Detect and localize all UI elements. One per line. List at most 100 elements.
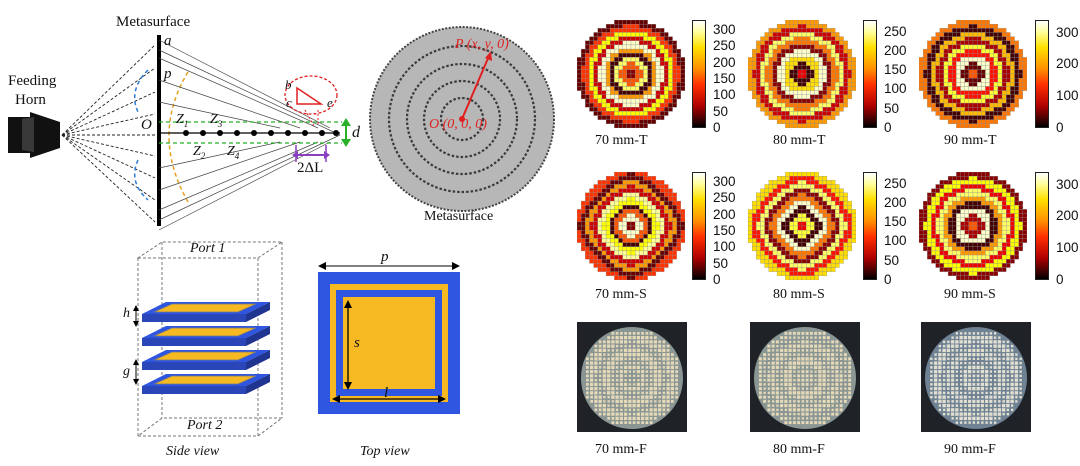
heatmap-cell <box>618 221 623 227</box>
heatmap-cell <box>672 48 677 54</box>
photo-cell <box>805 387 809 390</box>
photo-cell <box>780 374 783 378</box>
heatmap-cell <box>1014 98 1019 104</box>
caption-90mm-t: 90 mm-T <box>944 133 997 148</box>
heatmap-cell <box>943 40 949 46</box>
heatmap-cell <box>989 28 994 33</box>
photo-cell <box>801 391 805 395</box>
heatmap-cell <box>960 225 965 231</box>
heatmap-cell <box>801 200 807 206</box>
heatmap-cell <box>1001 250 1007 256</box>
heatmap-cell <box>626 221 632 227</box>
photo-cell <box>628 416 632 420</box>
heatmap-cell <box>622 217 627 222</box>
photo-cell <box>963 382 968 387</box>
heatmap-cell <box>806 61 811 66</box>
heatmap-cell <box>614 238 619 243</box>
heatmap-cell <box>1010 196 1015 202</box>
heatmap-cell <box>989 205 994 210</box>
photo-cell <box>771 349 775 352</box>
heatmap-cell <box>614 188 619 193</box>
heatmap-cell <box>651 32 657 37</box>
photo-cell <box>801 357 805 361</box>
heatmap-cell <box>781 184 786 189</box>
heatmap-cell <box>668 254 673 260</box>
photo-cell <box>666 349 670 352</box>
photo-cell <box>637 332 640 335</box>
photo-cell <box>797 378 801 382</box>
heatmap-cell <box>968 180 974 185</box>
z1-label: Z1 <box>176 112 189 129</box>
heatmap-cell <box>810 254 815 260</box>
heatmap-cell <box>789 36 794 41</box>
photo-cell <box>984 340 989 344</box>
heatmap-cell <box>793 234 798 239</box>
photo-cell <box>831 387 835 391</box>
heatmap-cell <box>597 57 603 62</box>
heatmap-cell <box>639 225 644 231</box>
heatmap-cell <box>968 19 974 25</box>
photo-cell <box>788 421 792 425</box>
photo-cell <box>780 408 783 412</box>
heatmap-cell <box>968 246 974 252</box>
photo-cell <box>980 335 985 340</box>
heatmap-cell <box>781 213 786 218</box>
heatmap-cell <box>647 221 652 227</box>
heatmap-cell <box>993 188 999 193</box>
photo-cell <box>671 400 674 403</box>
photo-cell <box>658 400 661 403</box>
z4-label: Z4 <box>227 144 240 161</box>
photo-cell <box>930 374 933 378</box>
heatmap-cell <box>826 263 832 268</box>
photo-cell <box>607 400 610 403</box>
photo-cell <box>1019 374 1022 378</box>
heatmap-cell <box>952 44 957 50</box>
heatmap-cell <box>981 180 986 185</box>
photo-cell <box>598 361 602 365</box>
heatmap-cell <box>630 86 636 91</box>
heatmap-cell <box>977 254 982 260</box>
photo-cell <box>606 369 611 374</box>
heatmap-cell <box>664 254 669 260</box>
heatmap-cell <box>972 225 978 231</box>
heatmap-cell <box>964 61 969 66</box>
heatmap-cell <box>977 184 982 189</box>
heatmap-cell <box>1006 184 1011 189</box>
heatmap-cell <box>939 230 945 235</box>
heatmap-cell <box>760 205 765 210</box>
heatmap-cell <box>793 57 798 62</box>
heatmap-cell <box>960 32 965 37</box>
heatmap-cell <box>639 254 644 260</box>
heatmap-cell <box>756 192 761 198</box>
photo-cell <box>641 387 644 390</box>
photo-cell <box>955 408 959 412</box>
heatmap-cell <box>601 40 607 46</box>
heatmap-cell <box>626 263 632 268</box>
heatmap-cell <box>931 57 936 62</box>
heatmap-cell <box>1006 188 1011 193</box>
heatmap-cell <box>1006 213 1011 218</box>
heatmap-cell <box>601 61 607 66</box>
photo-cell <box>963 378 968 382</box>
heatmap-cell <box>664 263 669 268</box>
photo-cell <box>666 391 670 395</box>
heatmap-cell <box>993 107 999 112</box>
heatmap-cell <box>806 200 811 206</box>
heatmap-cell <box>847 221 852 227</box>
heatmap-cell <box>614 205 619 210</box>
photo-cell <box>645 344 649 348</box>
heatmap-cell <box>643 73 648 79</box>
heatmap-cell <box>756 230 761 235</box>
heatmap-cell <box>830 28 836 33</box>
photo-cell <box>826 404 830 408</box>
heatmap-cell <box>931 217 936 222</box>
heatmap-cell <box>789 196 794 202</box>
heatmap-cell <box>997 44 1003 50</box>
heatmap-cell <box>801 98 807 104</box>
heatmap-cell <box>810 36 815 41</box>
heatmap-cell <box>756 98 761 104</box>
heatmap-cell <box>977 176 982 181</box>
photo-cell <box>950 340 955 344</box>
heatmap-cell <box>785 65 790 70</box>
photo-cell <box>938 349 942 352</box>
